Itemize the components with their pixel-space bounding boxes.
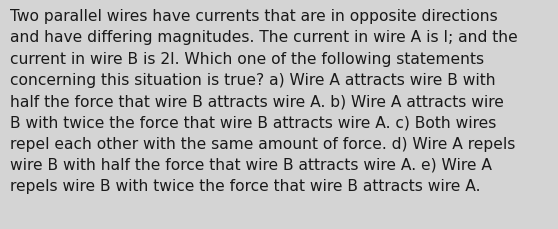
Text: Two parallel wires have currents that are in opposite directions
and have differ: Two parallel wires have currents that ar… xyxy=(10,9,518,193)
